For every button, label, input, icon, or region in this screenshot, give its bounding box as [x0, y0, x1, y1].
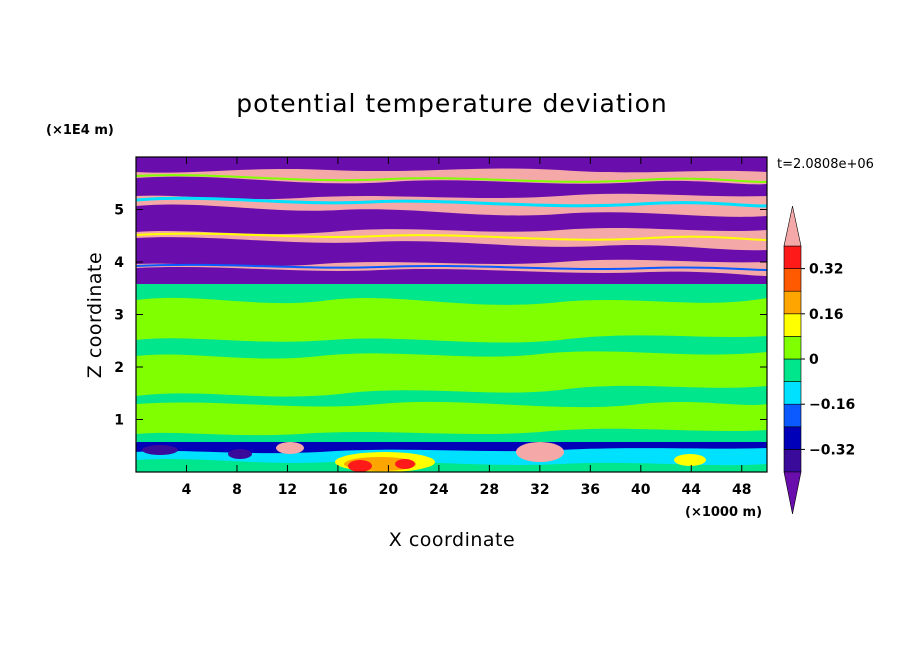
x-tick-label: 48 — [732, 482, 751, 498]
x-axis: 4 8 12 16 20 24 28 32 36 40 44 48 — [182, 157, 752, 498]
colorbar-label: 0.16 — [809, 307, 844, 323]
upper-band-edge — [136, 263, 767, 271]
colorbar-segment — [783, 290, 802, 315]
warm-blob — [276, 442, 304, 454]
colorbar-label: 0 — [809, 352, 819, 368]
colorbar-segment — [783, 403, 802, 428]
colorbar-segment — [783, 358, 802, 382]
colorbar-extend-min — [783, 471, 802, 515]
x-tick-label: 28 — [480, 482, 499, 498]
x-tick-label: 4 — [182, 482, 192, 498]
colorbar-segment — [783, 313, 802, 337]
y-tick-label: 5 — [114, 203, 124, 219]
x-tick-label: 12 — [278, 482, 297, 498]
colorbar-segment — [783, 245, 802, 269]
warm-blob — [348, 460, 372, 472]
plot-area — [136, 157, 767, 472]
x-tick-label: 20 — [379, 482, 399, 498]
colorbar-segment — [783, 336, 802, 360]
x-tick-label: 40 — [631, 482, 651, 498]
y-axis-label: Z coordinate — [84, 252, 106, 378]
upper-band-edge — [136, 232, 767, 241]
warm-blob — [674, 454, 706, 466]
warm-blob — [228, 449, 252, 459]
colorbar-segment — [783, 381, 802, 405]
chart-title: potential temperature deviation — [236, 89, 667, 118]
lower-band-stripe — [136, 459, 767, 472]
colorbar-extend-max — [783, 205, 802, 247]
time-label: t=2.0808e+06 — [777, 157, 874, 172]
x-tick-label: 36 — [581, 482, 600, 498]
x-tick-label: 24 — [429, 482, 449, 498]
colorbar: 0.32 0.16 0 −0.16 −0.32 — [783, 205, 855, 515]
y-axis: 1 2 3 4 5 — [114, 203, 767, 429]
mid-band-patch — [136, 351, 767, 397]
colorbar-label: 0.32 — [809, 262, 844, 278]
x-unit-label: (×1000 m) — [685, 505, 762, 520]
upper-band-stripe — [136, 267, 767, 284]
y-tick-label: 1 — [114, 413, 124, 429]
y-tick-label: 4 — [114, 255, 124, 271]
upper-band-stripe — [136, 204, 767, 234]
upper-band-edge — [136, 196, 767, 208]
x-tick-label: 16 — [328, 482, 347, 498]
y-unit-label: (×1E4 m) — [46, 123, 114, 138]
colorbar-segment — [783, 449, 802, 473]
x-tick-label: 32 — [530, 482, 549, 498]
x-axis-label: X coordinate — [389, 529, 515, 551]
x-tick-label: 44 — [682, 482, 702, 498]
mid-band-patch — [136, 401, 767, 436]
colorbar-segment — [783, 426, 802, 450]
y-tick-label: 3 — [114, 308, 124, 324]
mid-band-patch — [136, 297, 767, 343]
colorbar-label: −0.16 — [809, 397, 855, 413]
warm-blob — [395, 459, 415, 469]
upper-band-stripe — [136, 157, 767, 173]
upper-band-stripe — [136, 237, 767, 267]
y-tick-label: 2 — [114, 360, 124, 376]
x-tick-label: 8 — [232, 482, 242, 498]
warm-blob — [142, 445, 178, 455]
upper-band-stripe — [136, 176, 767, 200]
upper-band-edge — [136, 174, 767, 183]
warm-blob — [516, 442, 564, 462]
colorbar-label: −0.32 — [809, 442, 855, 458]
colorbar-segment — [783, 268, 802, 292]
